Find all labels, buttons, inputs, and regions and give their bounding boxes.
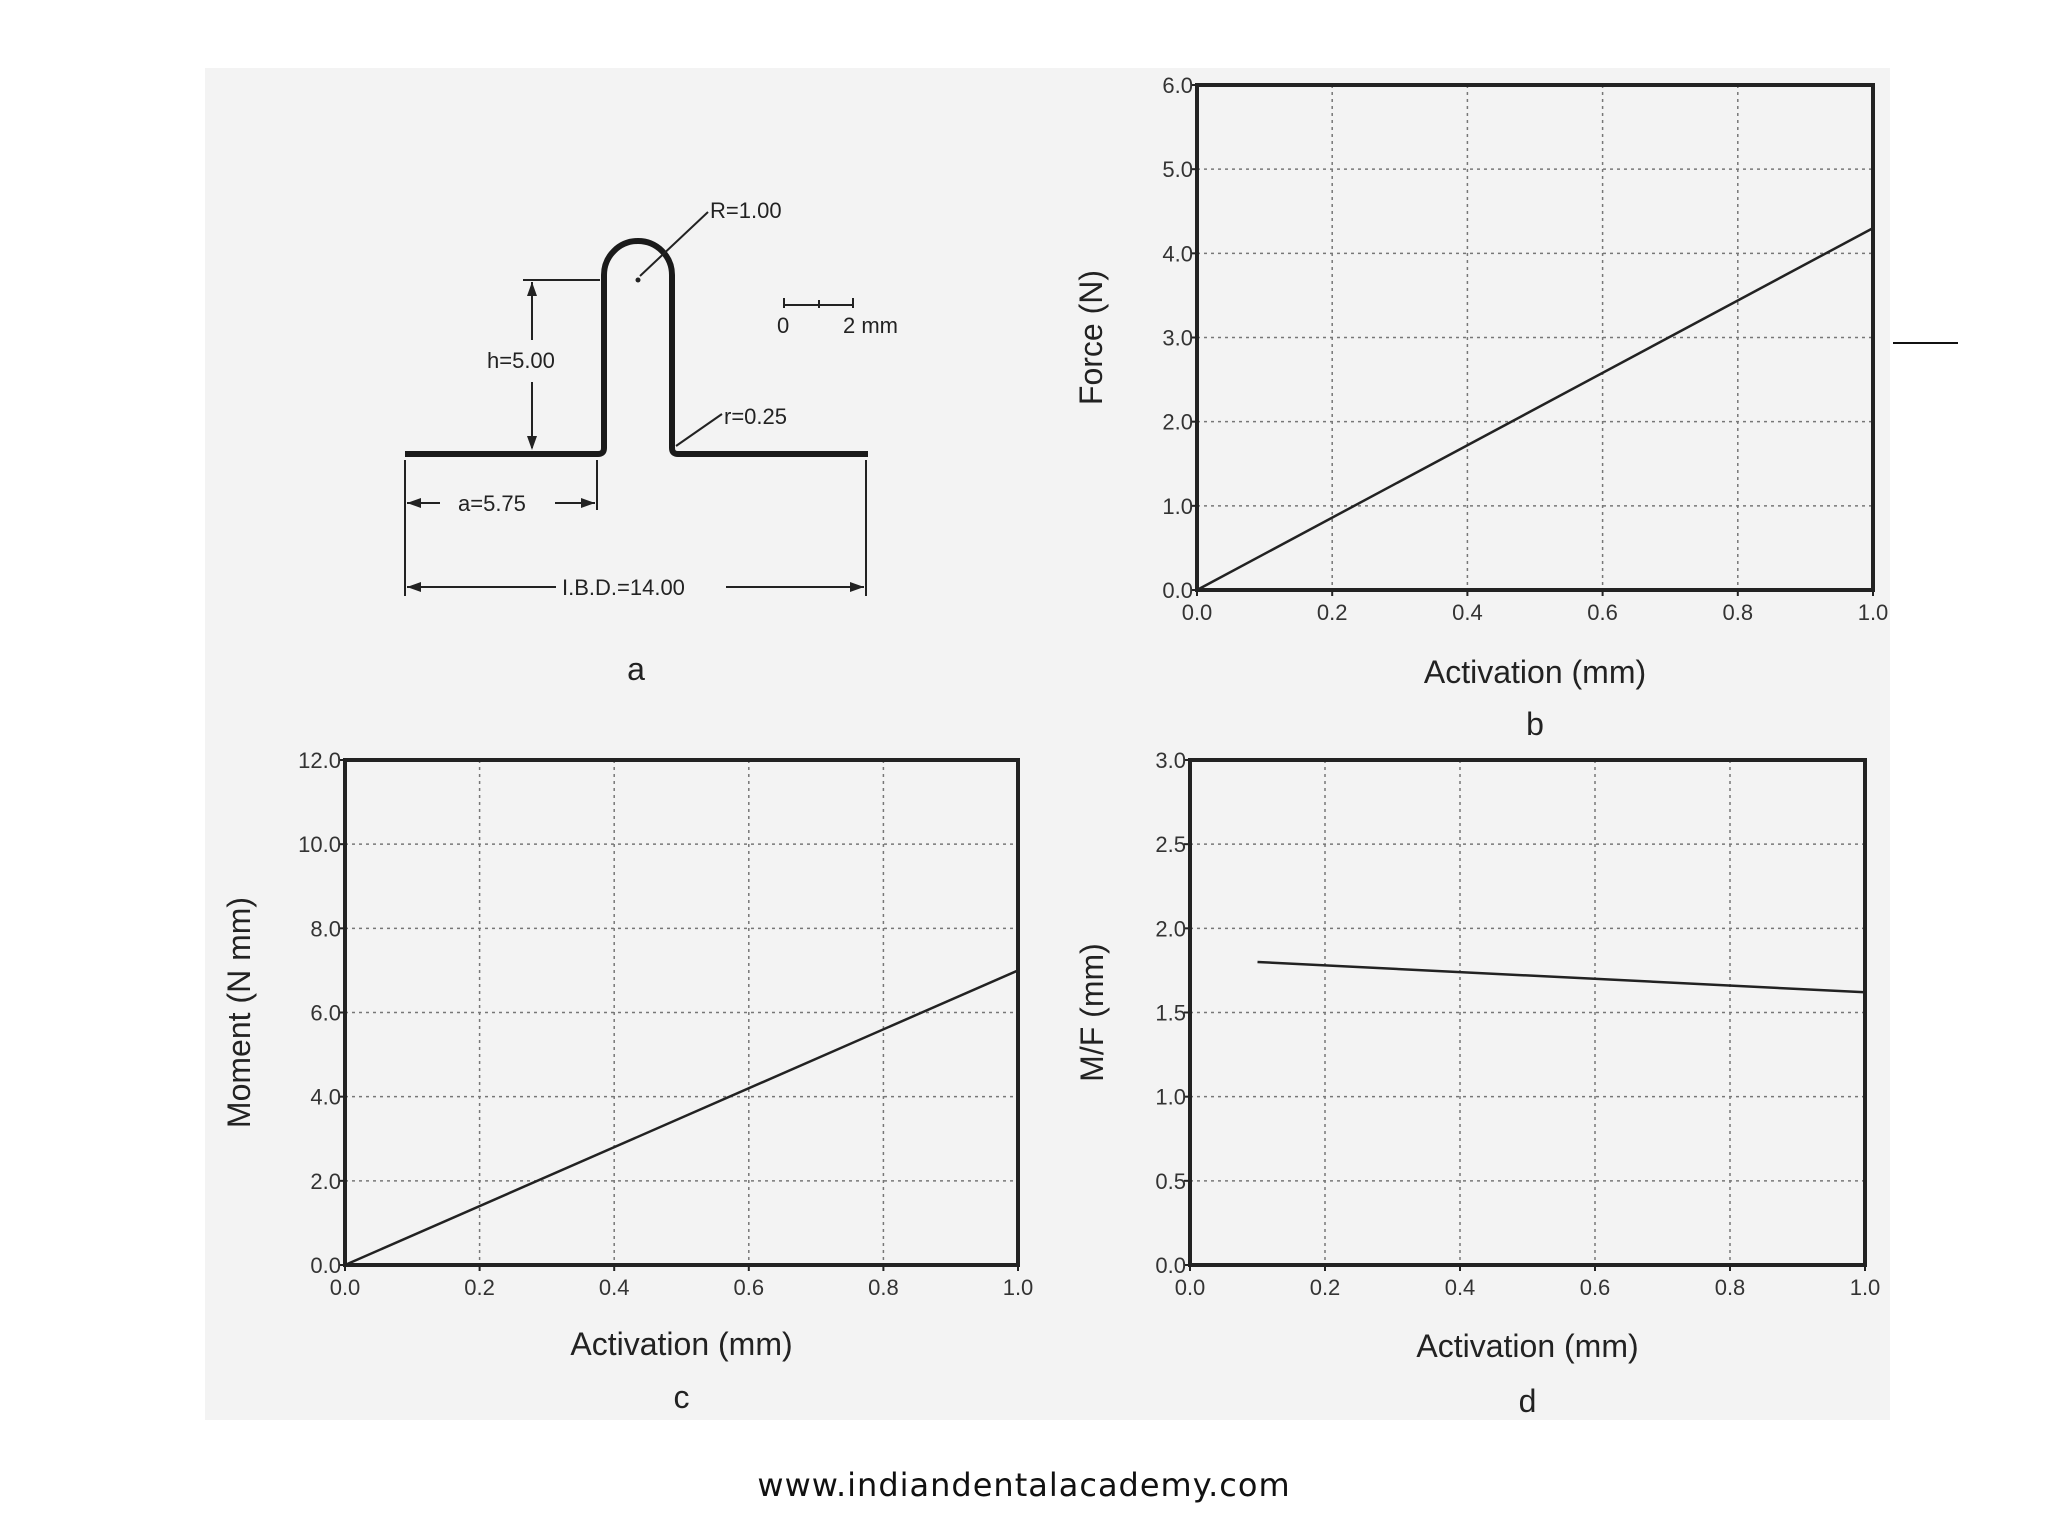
scale-two-label: 2 mm: [843, 313, 898, 338]
y-tick-label: 5.0: [1162, 157, 1193, 182]
height-arrow-up: [527, 282, 537, 296]
y-tick-label: 1.0: [1155, 1085, 1186, 1110]
height-arrow-down: [527, 436, 537, 450]
loop-diagram: R=1.00 h=5.00 r=0.25 a=5.75 I.B.D.=14.00…: [404, 198, 898, 687]
x-tick-label: 1.0: [1850, 1275, 1881, 1300]
x-tick-label: 0.4: [599, 1275, 630, 1300]
x-tick-label: 0.2: [1310, 1275, 1341, 1300]
x-tick-label: 0.0: [1182, 600, 1213, 625]
x-tick-label: 0.6: [1587, 600, 1618, 625]
x-tick-label: 0.0: [1175, 1275, 1206, 1300]
y-tick-label: 1.0: [1162, 494, 1193, 519]
a-arrow-right: [581, 498, 595, 508]
y-tick-label: 1.5: [1155, 1001, 1186, 1026]
force-chart: 0.0 0.2 0.4 0.6 0.8 1.0 0.0 1.0 2.0 3.0 4.0 5.0 6.0 A…: [1073, 73, 1888, 742]
x-tick-label: 1.0: [1003, 1275, 1034, 1300]
y-tick-label: 6.0: [310, 1001, 341, 1026]
y-axis-title: Force (N): [1073, 270, 1109, 405]
loop-center-dot: [635, 277, 641, 283]
scan-background: [205, 68, 1890, 1420]
small-radius-label: r=0.25: [724, 404, 787, 429]
y-tick-label: 8.0: [310, 916, 341, 941]
x-tick-label: 0.0: [330, 1275, 361, 1300]
y-tick-label: 3.0: [1155, 748, 1186, 773]
x-tick-label: 0.4: [1445, 1275, 1476, 1300]
y-tick-label: 2.5: [1155, 832, 1186, 857]
y-tick-label: 0.0: [310, 1253, 341, 1278]
x-tick-label: 0.4: [1452, 600, 1483, 625]
mf-ratio-chart: 0.0 0.2 0.4 0.6 0.8 1.0 0.0 0.5 1.0 1.5 2.0 2.5 3.0 A…: [1074, 748, 1880, 1419]
height-label: h=5.00: [487, 348, 555, 373]
x-tick-label: 0.6: [734, 1275, 765, 1300]
scale-zero-label: 0: [777, 313, 789, 338]
x-tick-label: 0.8: [868, 1275, 899, 1300]
y-tick-label: 2.0: [1162, 410, 1193, 435]
y-tick-label: 4.0: [310, 1085, 341, 1110]
y-tick-label: 0.0: [1162, 578, 1193, 603]
ibd-dim-label: I.B.D.=14.00: [562, 575, 685, 600]
ibd-arrow-right: [850, 582, 864, 592]
x-tick-label: 0.8: [1715, 1275, 1746, 1300]
x-axis-title: Activation (mm): [570, 1326, 792, 1362]
a-dim-label: a=5.75: [458, 491, 526, 516]
ibd-arrow-left: [407, 582, 421, 592]
moment-chart: 0.0 0.2 0.4 0.6 0.8 1.0 0.0 2.0 4.0 6.0 8.0 10.0 12.…: [221, 748, 1033, 1415]
panel-letter: c: [674, 1379, 690, 1415]
x-tick-label: 0.2: [464, 1275, 495, 1300]
x-tick-label: 0.8: [1723, 600, 1754, 625]
panel-letter: b: [1526, 706, 1544, 742]
y-tick-label: 4.0: [1162, 241, 1193, 266]
loop-wire: [405, 238, 868, 457]
radius-label: R=1.00: [710, 198, 782, 223]
a-arrow-left: [407, 498, 421, 508]
y-tick-label: 12.0: [298, 748, 341, 773]
y-tick-label: 10.0: [298, 832, 341, 857]
y-tick-label: 3.0: [1162, 326, 1193, 351]
y-tick-label: 0.5: [1155, 1169, 1186, 1194]
x-tick-label: 1.0: [1858, 600, 1889, 625]
radius-leader: [639, 211, 709, 277]
x-tick-label: 0.2: [1317, 600, 1348, 625]
y-axis-title: Moment (N mm): [221, 897, 257, 1128]
x-tick-label: 0.6: [1580, 1275, 1611, 1300]
data-line: [1257, 960, 1866, 994]
panel-letter: d: [1519, 1383, 1537, 1419]
x-axis-title: Activation (mm): [1416, 1328, 1638, 1364]
y-tick-label: 0.0: [1155, 1253, 1186, 1278]
small-radius-leader: [675, 413, 723, 447]
y-tick-label: 2.0: [1155, 916, 1186, 941]
y-tick-label: 2.0: [310, 1169, 341, 1194]
data-line: [1196, 226, 1874, 592]
data-line: [344, 969, 1019, 1267]
x-axis-title: Activation (mm): [1424, 654, 1646, 690]
y-axis-title: M/F (mm): [1074, 943, 1110, 1082]
panel-a-letter: a: [627, 651, 645, 687]
y-tick-label: 6.0: [1162, 73, 1193, 98]
footer-url: www.indiandentalacademy.com: [757, 1466, 1291, 1504]
